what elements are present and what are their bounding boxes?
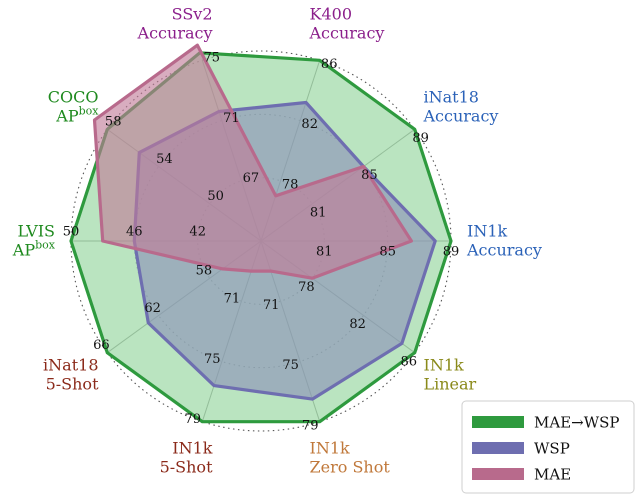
tick-label: 81 [310, 205, 327, 220]
axis-label: LVIS APbox [12, 222, 56, 260]
axis-labels: K400 Accuracy iNat18 Accuracy IN1k Accuracy IN… [12, 5, 542, 477]
tick-label: 66 [93, 338, 110, 353]
tick-label: 46 [126, 225, 143, 240]
tick-label: 75 [204, 51, 221, 66]
tick-label: 86 [321, 57, 338, 72]
axis-label: COCO APbox [48, 88, 100, 126]
legend-label: MAE→WSP [534, 414, 620, 432]
axis-label: IN1k Accuracy [466, 222, 542, 260]
tick-label: 86 [401, 354, 418, 369]
tick-label: 58 [196, 264, 213, 279]
tick-label: 50 [63, 225, 80, 240]
legend-label: MAE [534, 466, 571, 484]
tick-label: 75 [204, 352, 221, 367]
tick-label: 81 [316, 245, 333, 260]
series-polygons [69, 43, 453, 424]
tick-labels: 78 82 86 81 85 89 81 85 89 78 82 86 71 75 79 71 75 79 58 62… [63, 51, 460, 434]
legend-swatch [472, 442, 524, 454]
series-polygon-2 [92, 43, 413, 280]
tick-label: 78 [298, 280, 315, 295]
axis-label: IN1k Zero Shot [310, 438, 391, 476]
tick-label: 85 [361, 168, 378, 183]
legend-swatch [472, 416, 524, 428]
tick-label: 79 [185, 412, 202, 427]
legend: MAE→WSP WSP MAE [461, 400, 635, 494]
tick-label: 71 [224, 292, 241, 307]
axis-label: iNat18 5-Shot [43, 356, 99, 394]
axis-label: SSv2 Accuracy [137, 5, 213, 43]
tick-label: 54 [156, 152, 173, 167]
tick-label: 75 [282, 358, 299, 373]
tick-label: 82 [349, 317, 366, 332]
axis-label: IN1k Linear [424, 356, 477, 394]
legend-swatch [472, 468, 524, 480]
tick-label: 79 [302, 418, 319, 433]
axis-label: iNat18 Accuracy [423, 88, 499, 126]
axis-label: K400 Accuracy [309, 5, 385, 43]
tick-label: 67 [243, 171, 260, 186]
tick-label: 89 [443, 245, 460, 260]
tick-label: 71 [263, 298, 280, 313]
tick-label: 85 [379, 245, 396, 260]
tick-label: 62 [144, 301, 161, 316]
tick-label: 82 [301, 117, 318, 132]
tick-label: 42 [189, 225, 206, 240]
tick-label: 78 [282, 177, 299, 192]
axis-label: IN1k 5-Shot [160, 438, 213, 476]
legend-label: WSP [534, 440, 570, 458]
tick-label: 89 [412, 131, 429, 146]
tick-label: 50 [207, 189, 224, 204]
tick-label: 58 [105, 115, 122, 130]
tick-label: 71 [223, 111, 240, 126]
